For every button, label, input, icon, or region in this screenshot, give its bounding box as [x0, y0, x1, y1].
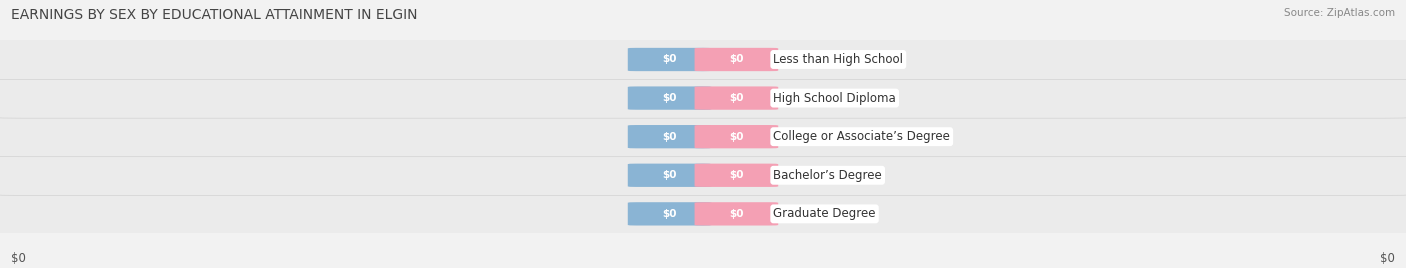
Text: Source: ZipAtlas.com: Source: ZipAtlas.com: [1284, 8, 1395, 18]
FancyBboxPatch shape: [0, 194, 1406, 234]
Text: $0: $0: [662, 93, 676, 103]
Text: $0: $0: [662, 132, 676, 142]
FancyBboxPatch shape: [627, 87, 711, 110]
Text: College or Associate’s Degree: College or Associate’s Degree: [773, 130, 950, 143]
Text: $0: $0: [730, 170, 744, 180]
Text: $0: $0: [730, 54, 744, 65]
FancyBboxPatch shape: [0, 78, 1406, 118]
Text: $0: $0: [1379, 252, 1395, 265]
FancyBboxPatch shape: [627, 202, 711, 225]
Text: $0: $0: [730, 93, 744, 103]
FancyBboxPatch shape: [695, 48, 779, 71]
Text: EARNINGS BY SEX BY EDUCATIONAL ATTAINMENT IN ELGIN: EARNINGS BY SEX BY EDUCATIONAL ATTAINMEN…: [11, 8, 418, 22]
Text: $0: $0: [730, 132, 744, 142]
FancyBboxPatch shape: [0, 39, 1406, 80]
FancyBboxPatch shape: [627, 48, 711, 71]
FancyBboxPatch shape: [627, 125, 711, 148]
FancyBboxPatch shape: [627, 164, 711, 187]
Text: $0: $0: [662, 209, 676, 219]
Text: $0: $0: [11, 252, 27, 265]
FancyBboxPatch shape: [0, 155, 1406, 195]
FancyBboxPatch shape: [695, 125, 779, 148]
FancyBboxPatch shape: [695, 202, 779, 225]
Text: Less than High School: Less than High School: [773, 53, 903, 66]
Text: $0: $0: [662, 170, 676, 180]
FancyBboxPatch shape: [695, 87, 779, 110]
Text: Graduate Degree: Graduate Degree: [773, 207, 876, 220]
Text: $0: $0: [730, 209, 744, 219]
Text: High School Diploma: High School Diploma: [773, 92, 896, 105]
Text: $0: $0: [662, 54, 676, 65]
FancyBboxPatch shape: [695, 164, 779, 187]
Legend: Male, Female: Male, Female: [634, 264, 772, 268]
FancyBboxPatch shape: [0, 117, 1406, 157]
Text: Bachelor’s Degree: Bachelor’s Degree: [773, 169, 882, 182]
